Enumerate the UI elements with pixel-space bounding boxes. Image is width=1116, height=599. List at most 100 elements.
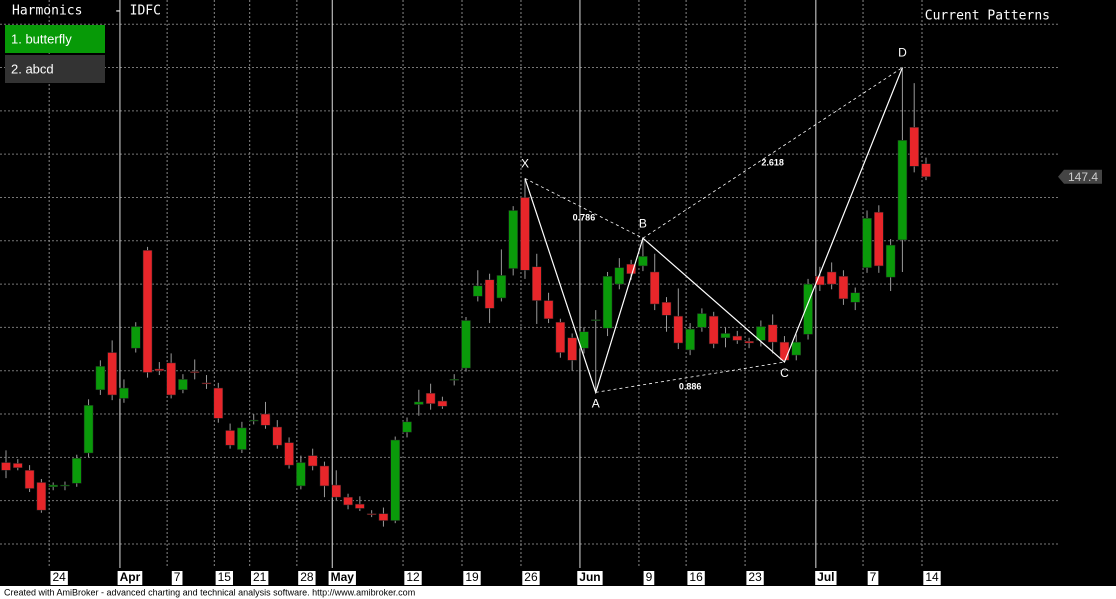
- x-tick-label: 9: [646, 570, 653, 584]
- x-tick-label-bg: [50, 571, 68, 585]
- pattern-point-label: D: [898, 46, 907, 60]
- ratio-label: 0.886: [679, 382, 702, 392]
- candles: [1, 67, 931, 527]
- pattern-point-label: A: [592, 397, 600, 411]
- x-tick-label-bg: [328, 571, 356, 585]
- x-tick-label-bg: [215, 571, 233, 585]
- pattern-button-label[interactable]: 2. abcd: [11, 61, 54, 76]
- x-tick-label-bg: [687, 571, 705, 585]
- candle-body: [154, 368, 165, 371]
- candle-body: [720, 333, 731, 339]
- candle-body: [189, 371, 200, 373]
- candle-body: [815, 276, 825, 286]
- candle-body: [366, 513, 377, 515]
- candle-body: [779, 341, 790, 361]
- price-marker-label: 147.4: [1068, 170, 1098, 184]
- candle-body: [838, 276, 849, 300]
- candle-body: [520, 197, 530, 271]
- candle-body: [496, 275, 507, 299]
- ratio-line: [524, 178, 644, 239]
- price-marker-bg: [1058, 169, 1102, 184]
- candle-body: [378, 513, 389, 521]
- candle-body: [284, 442, 294, 466]
- chart-title: Harmonics: [12, 4, 82, 19]
- candle-body: [178, 379, 188, 391]
- candle-body: [225, 430, 235, 446]
- candle-body: [874, 211, 884, 267]
- x-tick-label: May: [331, 570, 355, 584]
- candle-body: [461, 320, 471, 369]
- pattern-point-label: X: [521, 157, 529, 171]
- candle-body: [331, 484, 342, 498]
- x-tick-label-bg: [923, 571, 941, 585]
- candle-body: [791, 341, 802, 356]
- candle-body: [744, 341, 754, 344]
- candle-body: [142, 250, 153, 373]
- candle-body: [614, 267, 625, 285]
- x-tick-label: 23: [748, 570, 762, 584]
- pattern-button-bg[interactable]: [5, 25, 105, 53]
- candle-body: [107, 352, 117, 396]
- candle-body: [72, 457, 82, 484]
- price-marker: 147.4: [1058, 169, 1102, 184]
- candle-body: [532, 266, 542, 301]
- candle-body: [826, 271, 837, 285]
- candle-body: [626, 263, 636, 274]
- candle-body: [508, 210, 518, 269]
- background: [0, 0, 1116, 586]
- x-tick-label: 26: [524, 570, 538, 584]
- candle-body: [555, 321, 566, 353]
- candle-body: [83, 405, 94, 454]
- x-tick-label: Jul: [817, 570, 834, 584]
- candle-body: [473, 285, 483, 297]
- x-tick-label: 7: [870, 570, 877, 584]
- candle-body: [48, 484, 58, 488]
- candle-body: [897, 140, 908, 241]
- candle-body: [756, 326, 766, 341]
- candle-body: [590, 319, 601, 321]
- footer-bar: [0, 586, 1116, 599]
- candle-body: [543, 300, 554, 319]
- candle-body: [201, 382, 212, 385]
- x-tick-label: 19: [465, 570, 479, 584]
- x-axis: 24 Apr 7 15 21 28 May 12 19 26 Jun 9 16 23 Jul 7 14: [50, 570, 941, 585]
- patterns-heading: Current Patterns: [925, 9, 1050, 24]
- candle-body: [402, 421, 412, 433]
- candle-body: [237, 427, 247, 450]
- x-tick-label: Jun: [579, 570, 600, 584]
- chart-subtitle: - IDFC: [114, 4, 161, 19]
- x-tick-label-bg: [251, 571, 269, 585]
- candle-body: [803, 283, 813, 335]
- candle-body: [649, 271, 660, 305]
- x-tick-label-bg: [117, 571, 143, 585]
- pattern-button-bg[interactable]: [5, 55, 105, 83]
- candle-body: [767, 324, 778, 343]
- candle-body: [602, 276, 613, 329]
- candle-body: [661, 302, 672, 316]
- x-tick-label-bg: [867, 571, 879, 585]
- ratio-label: 0.786: [573, 213, 596, 223]
- candle-body: [414, 401, 424, 405]
- candle-body: [296, 462, 306, 487]
- candle-body: [130, 326, 141, 349]
- candle-body: [850, 292, 860, 303]
- candle-body: [307, 455, 318, 467]
- x-tick-label-bg: [298, 571, 316, 585]
- candle-body: [579, 331, 589, 349]
- candle-body: [732, 335, 743, 341]
- pattern-button-label[interactable]: 1. butterfly: [11, 31, 72, 46]
- candle-body: [673, 315, 684, 344]
- ratio-line: [595, 361, 785, 393]
- pattern: X A B C D 0.786 0.886 2.618: [521, 46, 907, 411]
- pattern-button[interactable]: 2. abcd: [5, 55, 105, 83]
- x-tick-label: Apr: [120, 570, 141, 584]
- candle-body: [248, 419, 259, 422]
- pattern-button[interactable]: 1. butterfly: [5, 25, 105, 53]
- candle-body: [166, 362, 176, 396]
- candle-body: [885, 244, 896, 278]
- candle-body: [319, 465, 330, 487]
- candle-body: [638, 256, 648, 267]
- x-tick-label: 12: [406, 570, 420, 584]
- x-tick-label: 28: [300, 570, 314, 584]
